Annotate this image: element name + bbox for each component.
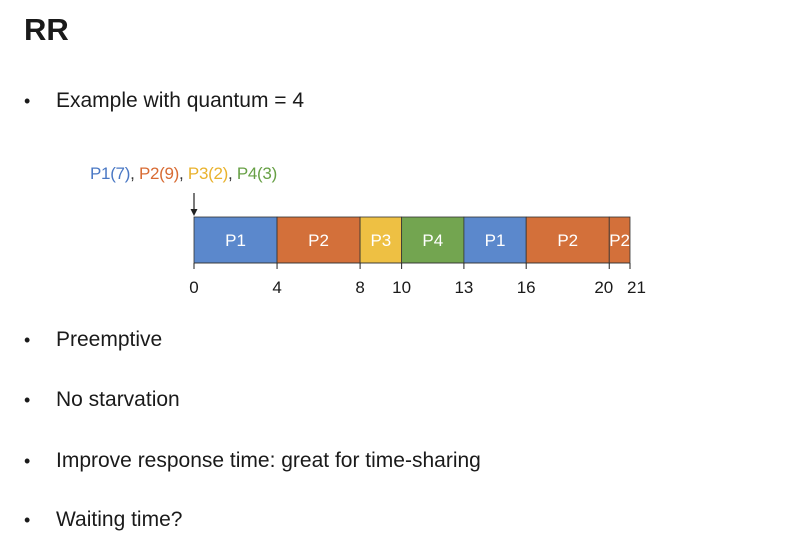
bullet-dot: • bbox=[24, 390, 31, 410]
arrow-head bbox=[190, 209, 198, 216]
bullet-text-waiting: Waiting time? bbox=[56, 508, 183, 531]
gantt-segments: P1 P2 P3 P4 P1 P2 P2 bbox=[193, 216, 631, 264]
bullet-preemptive: • Preemptive bbox=[24, 327, 162, 353]
gantt-segment-label: P4 bbox=[422, 231, 443, 250]
gantt-tick-label: 8 bbox=[355, 278, 364, 297]
bullet-starvation: • No starvation bbox=[24, 387, 180, 413]
gantt-segment-p1 bbox=[193, 216, 278, 264]
gantt-segment-label: P2 bbox=[308, 231, 329, 250]
gantt-tick-label: 0 bbox=[189, 278, 198, 297]
process-list: P1(7), P2(9), P3(2), P4(3) bbox=[90, 163, 277, 185]
bullet-dot: • bbox=[24, 451, 31, 471]
gantt-tick-label: 21 bbox=[627, 278, 646, 297]
bullet-text-starvation: No starvation bbox=[56, 388, 180, 411]
arrival-arrow bbox=[190, 193, 198, 216]
gantt-segment-label: P2 bbox=[557, 231, 578, 250]
gantt-segment-p4 bbox=[401, 216, 465, 264]
gantt-segment-label: P1 bbox=[485, 231, 506, 250]
gantt-ticks: 0 4 8 10 13 16 20 21 bbox=[189, 262, 646, 297]
bullet-dot: • bbox=[24, 330, 31, 350]
process-separator: , bbox=[227, 164, 233, 183]
bullet-waiting: • Waiting time? bbox=[24, 507, 182, 533]
bullet-response: • Improve response time: great for time-… bbox=[24, 448, 481, 474]
slide-title: RR bbox=[24, 12, 69, 47]
process-label-p2: P2(9) bbox=[138, 164, 180, 183]
gantt-segment-label: P2 bbox=[609, 231, 630, 250]
bullet-text-response: Improve response time: great for time-sh… bbox=[56, 449, 481, 472]
gantt-segment-p1 bbox=[463, 216, 527, 264]
gantt-segment-p3 bbox=[359, 216, 403, 264]
gantt-segment-label: P3 bbox=[370, 231, 391, 250]
bullet-text-example: Example with quantum = 4 bbox=[56, 89, 305, 112]
gantt-segment-label: P1 bbox=[225, 231, 246, 250]
bullet-example: • Example with quantum = 4 bbox=[24, 88, 304, 114]
bullet-text-preemptive: Preemptive bbox=[56, 328, 163, 351]
process-label-p4: P4(3) bbox=[236, 164, 277, 183]
bullet-dot: • bbox=[24, 510, 31, 530]
process-label-p1: P1(7) bbox=[90, 164, 131, 183]
gantt-chart: P1 P2 P3 P4 P1 P2 P2 0 4 8 10 13 16 20 21 bbox=[189, 193, 646, 297]
gantt-tick-label: 13 bbox=[454, 278, 473, 297]
gantt-tick-label: 20 bbox=[594, 278, 613, 297]
process-label-p3: P3(2) bbox=[187, 164, 228, 183]
bullet-dot: • bbox=[24, 91, 31, 111]
process-separator: , bbox=[179, 164, 184, 183]
process-separator: , bbox=[130, 164, 135, 183]
gantt-tick-label: 4 bbox=[272, 278, 281, 297]
gantt-segment-p2 bbox=[276, 216, 361, 264]
gantt-tick-label: 16 bbox=[517, 278, 536, 297]
gantt-tick-label: 10 bbox=[392, 278, 411, 297]
